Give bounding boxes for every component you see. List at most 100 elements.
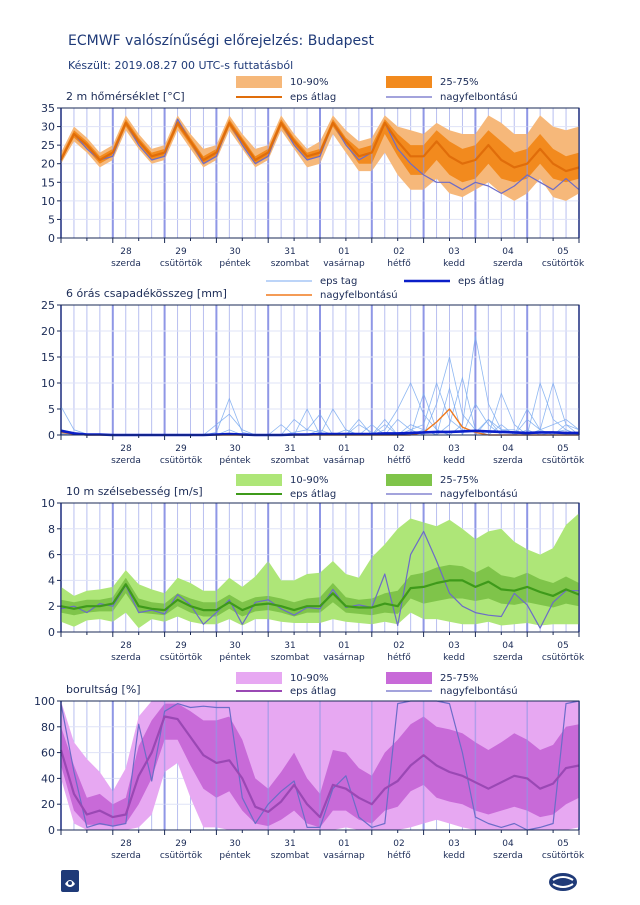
panel3-day-name: hétfő xyxy=(387,652,411,663)
panel2-day-name: csütörtök xyxy=(160,456,203,466)
panel1-day-name: szerda xyxy=(493,259,523,269)
panel2-day-name: szerda xyxy=(111,456,141,466)
panel2-ytick-label: 25 xyxy=(41,299,55,312)
panel4-day-number: 31 xyxy=(284,839,295,849)
panel1-day-name: hétfő xyxy=(387,258,411,269)
panel1-day-name: péntek xyxy=(219,258,251,269)
panel4-band-25-75 xyxy=(61,703,579,828)
panel3-day-name: csütörtök xyxy=(542,653,585,663)
panel3-band-25-75 xyxy=(61,564,579,617)
panel1-day-name: vasárnap xyxy=(323,259,365,269)
panel3-day-number: 04 xyxy=(502,641,514,651)
panel2-day-number: 31 xyxy=(284,444,295,454)
panel1-day-name: csütörtök xyxy=(160,259,203,269)
page-subtitle: Készült: 2019.08.27 00 UTC-s futtatásból xyxy=(68,59,294,72)
panel4-legend-swatch-10-90 xyxy=(236,672,282,684)
panel1-day-name: csütörtök xyxy=(542,259,585,269)
panel4-day-name: kedd xyxy=(443,851,465,861)
panel4-day-number: 29 xyxy=(175,839,187,849)
panel3-day-name: csütörtök xyxy=(160,653,203,663)
omsz-logo xyxy=(61,870,79,892)
panel3-title: 10 m szélsebesség [m/s] xyxy=(66,485,203,498)
panel2-legend-mean: eps átlag xyxy=(458,275,504,287)
panel1-legend-swatch-25-75 xyxy=(386,76,432,88)
panel3-ytick-label: 0 xyxy=(48,626,55,639)
panel1-day-name: szombat xyxy=(271,259,310,269)
panel3-day-name: szerda xyxy=(493,653,523,663)
panel4-ytick-label: 20 xyxy=(41,798,55,811)
panel3-day-number: 01 xyxy=(338,641,349,651)
panel2-day-name: szombat xyxy=(271,456,310,466)
panel3-day-name: péntek xyxy=(219,652,251,663)
panel2-ytick-label: 20 xyxy=(41,325,55,338)
panel3-ytick-label: 6 xyxy=(48,549,55,562)
panel3-day-name: szerda xyxy=(111,653,141,663)
panel1-day-number: 05 xyxy=(557,247,568,257)
panel1-series-eps-atlag xyxy=(60,121,580,173)
panel2-day-number: 04 xyxy=(502,444,514,454)
panel3-day-number: 05 xyxy=(557,641,568,651)
panel1-day-number: 03 xyxy=(448,247,459,257)
panel3-series-nagyfelbontasu xyxy=(60,530,579,629)
panel2-day-name: hétfő xyxy=(387,455,411,466)
panel3-legend-mean: eps átlag xyxy=(290,488,336,500)
panel4-day-number: 01 xyxy=(338,839,349,849)
panel1-day-number: 04 xyxy=(502,247,514,257)
panel4-ytick-label: 60 xyxy=(41,747,55,760)
panel3-legend-swatch-10-90 xyxy=(236,474,282,486)
panel4-legend-swatch-25-75 xyxy=(386,672,432,684)
panel3-ytick-label: 8 xyxy=(48,523,55,536)
panel3-day-number: 03 xyxy=(448,641,459,651)
panel2-day-number: 03 xyxy=(448,444,459,454)
panel4-legend-10-90: 10-90% xyxy=(290,673,329,684)
panel2-title: 6 órás csapadékösszeg [mm] xyxy=(66,287,227,300)
panel4-day-name: péntek xyxy=(219,850,251,861)
panel4-ytick-label: 80 xyxy=(41,721,55,734)
panel1-title: 2 m hőmérséklet [°C] xyxy=(66,90,185,103)
panel2-ytick-label: 0 xyxy=(48,429,55,442)
panel2-day-number: 30 xyxy=(229,444,241,454)
panel3-day-number: 31 xyxy=(284,641,295,651)
panel4-day-name: csütörtök xyxy=(542,851,585,861)
panel2-day-name: péntek xyxy=(219,455,251,466)
panel4-day-name: hétfő xyxy=(387,850,411,861)
panel4-title: borultság [%] xyxy=(66,683,141,696)
panel2-ytick-label: 15 xyxy=(41,351,55,364)
panel1-ytick-label: 30 xyxy=(41,121,55,134)
panel2-day-name: csütörtök xyxy=(542,456,585,466)
panel1-day-name: szerda xyxy=(111,259,141,269)
panel1-legend-hires: nagyfelbontású xyxy=(440,91,518,103)
panel4-day-name: vasárnap xyxy=(323,851,365,861)
panel3-day-number: 30 xyxy=(229,641,241,651)
panel2-day-name: kedd xyxy=(443,456,465,466)
panel1-day-number: 02 xyxy=(393,247,404,257)
panel3-ytick-label: 2 xyxy=(48,600,55,613)
panel1-ytick-label: 0 xyxy=(48,232,55,245)
panel1-day-name: kedd xyxy=(443,259,465,269)
panel2-ytick-label: 10 xyxy=(41,377,55,390)
panel1-ytick-label: 25 xyxy=(41,139,55,152)
panel1-legend-swatch-10-90 xyxy=(236,76,282,88)
panel1-day-number: 31 xyxy=(284,247,295,257)
panel4-day-name: csütörtök xyxy=(160,851,203,861)
panel2-day-number: 29 xyxy=(175,444,187,454)
panel2-day-name: szerda xyxy=(493,456,523,466)
panel1-day-number: 30 xyxy=(229,247,241,257)
panel4-day-number: 04 xyxy=(502,839,514,849)
panel4-day-number: 03 xyxy=(448,839,459,849)
panel4-ytick-label: 0 xyxy=(48,824,55,837)
panel4-day-number: 02 xyxy=(393,839,404,849)
page-title: ECMWF valószínűségi előrejelzés: Budapes… xyxy=(68,33,374,49)
panel2-day-number: 02 xyxy=(393,444,404,454)
panel4-day-number: 30 xyxy=(229,839,241,849)
panel3-day-number: 28 xyxy=(120,641,132,651)
panel4-legend-hires: nagyfelbontású xyxy=(440,685,518,697)
panel3-ytick-label: 10 xyxy=(41,497,55,510)
panel1-legend-mean: eps átlag xyxy=(290,91,336,103)
panel1-day-number: 29 xyxy=(175,247,187,257)
panel3-day-name: szombat xyxy=(271,653,310,663)
panel1-series-nagyfelbontasu xyxy=(60,118,580,194)
panel4-ytick-label: 40 xyxy=(41,772,55,785)
panel3-day-number: 29 xyxy=(175,641,187,651)
